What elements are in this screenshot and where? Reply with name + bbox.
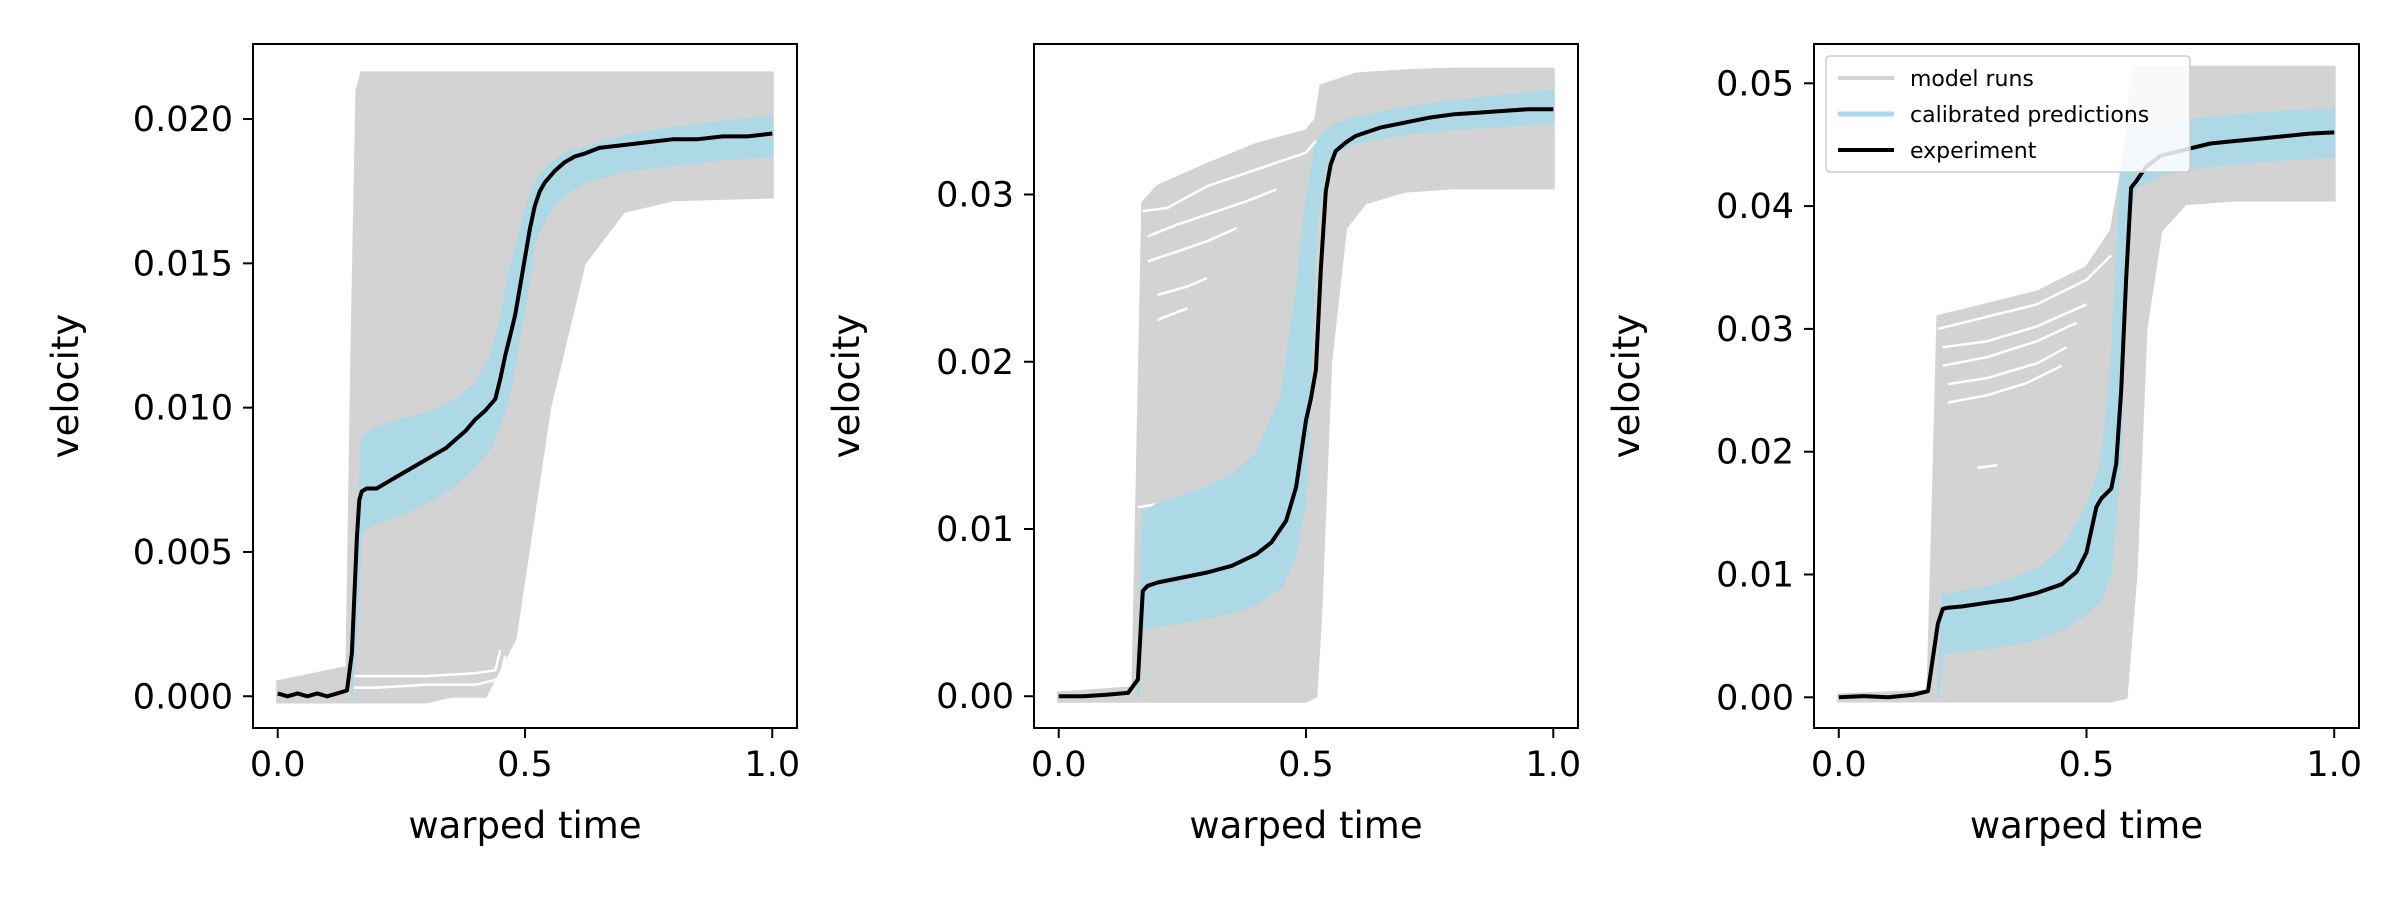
model-run-gap-line bbox=[1942, 321, 2078, 367]
y-tick-label: 0.010 bbox=[133, 389, 233, 429]
y-axis-label: velocity bbox=[825, 314, 868, 459]
legend-label: model runs bbox=[1910, 67, 2034, 92]
x-tick-label: 0.0 bbox=[250, 745, 306, 785]
calibrated-predictions-band bbox=[1136, 89, 1555, 698]
model-run-gap-line bbox=[1977, 463, 1998, 469]
y-tick-label: 0.000 bbox=[133, 677, 233, 717]
x-tick-label: 1.0 bbox=[1525, 745, 1581, 785]
y-tick-label: 0.03 bbox=[1716, 310, 1794, 350]
model-run-gap-line bbox=[1147, 188, 1277, 238]
x-axis-label: warped time bbox=[1970, 804, 2203, 847]
y-tick-label: 0.05 bbox=[1716, 64, 1794, 104]
calibrated-predictions-band bbox=[1936, 108, 2336, 699]
model-run-gap-line bbox=[1947, 364, 2063, 404]
x-tick-label: 1.0 bbox=[2306, 745, 2362, 785]
chart-panel-3: 0.0 0.5 1.0 0.00 0.01 0.02 0.03 0.04 0.05 warped … bbox=[1605, 43, 2362, 847]
x-axis-label: warped time bbox=[1189, 804, 1422, 847]
model-run-gap-line bbox=[351, 655, 507, 689]
model-runs-envelope bbox=[276, 71, 774, 704]
x-tick-label: 0.5 bbox=[1278, 745, 1334, 785]
legend: model runs calibrated predictions experime… bbox=[1825, 55, 2191, 173]
y-tick-label: 0.020 bbox=[133, 100, 233, 140]
model-run-gap-line bbox=[1947, 346, 2068, 386]
y-tick-label: 0.04 bbox=[1716, 187, 1794, 227]
legend-label: calibrated predictions bbox=[1910, 103, 2149, 128]
model-run-gap-line bbox=[351, 649, 502, 678]
x-tick-label: 1.0 bbox=[744, 745, 800, 785]
y-tick-label: 0.005 bbox=[133, 533, 233, 573]
y-tick-label: 0.00 bbox=[936, 677, 1014, 717]
legend-label: experiment bbox=[1910, 139, 2037, 164]
x-tick-label: 0.5 bbox=[2059, 745, 2115, 785]
model-run-gap-line bbox=[1157, 307, 1188, 322]
model-run-gap-line bbox=[1147, 226, 1238, 263]
x-tick-label: 0.0 bbox=[1811, 745, 1867, 785]
experiment-line bbox=[1058, 107, 1554, 699]
plot-area bbox=[1837, 65, 2336, 703]
y-axis-label: velocity bbox=[44, 314, 87, 459]
chart-panel-2: 0.0 0.5 1.0 0.00 0.01 0.02 0.03 warped time velo… bbox=[825, 43, 1581, 847]
y-tick-label: 0.02 bbox=[1716, 433, 1794, 473]
model-run-gap-line bbox=[1937, 254, 2113, 331]
legend-box bbox=[1825, 55, 2191, 173]
y-tick-label: 0.02 bbox=[936, 343, 1014, 383]
y-tick-label: 0.00 bbox=[1716, 678, 1794, 718]
model-run-gap-line bbox=[1942, 303, 2088, 349]
model-run-gap-line bbox=[1157, 276, 1208, 297]
x-axis-label: warped time bbox=[408, 804, 641, 847]
model-run-gap-line bbox=[1142, 140, 1317, 213]
y-tick-label: 0.01 bbox=[1716, 555, 1794, 595]
chart-panel-1: 0.0 0.5 1.0 0.000 0.005 0.010 0.015 0.020 warped… bbox=[44, 43, 800, 847]
y-tick-label: 0.01 bbox=[936, 510, 1014, 550]
experiment-line bbox=[277, 131, 773, 699]
y-axis-label: velocity bbox=[1605, 314, 1648, 459]
x-tick-label: 0.0 bbox=[1031, 745, 1087, 785]
y-tick-label: 0.03 bbox=[936, 176, 1014, 216]
plot-area bbox=[1057, 67, 1555, 703]
y-tick-label: 0.015 bbox=[133, 244, 233, 284]
experiment-line bbox=[1838, 130, 2335, 700]
calibrated-predictions-band bbox=[350, 115, 774, 700]
model-runs-envelope bbox=[1837, 65, 2336, 703]
plot-area bbox=[276, 71, 774, 704]
x-tick-label: 0.5 bbox=[497, 745, 553, 785]
